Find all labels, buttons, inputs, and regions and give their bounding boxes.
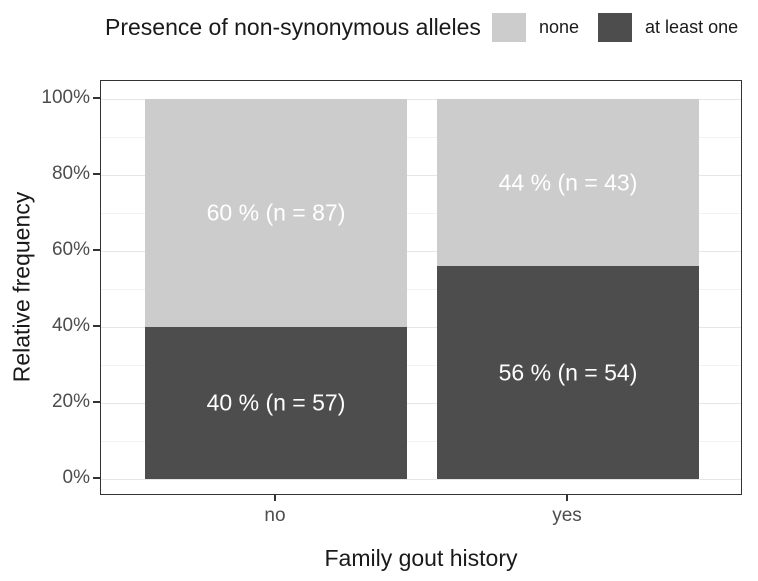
- grid-line-minor: [101, 365, 741, 366]
- y-tick-mark: [93, 173, 100, 175]
- x-tick-label-no: no: [264, 505, 286, 526]
- chart-legend: Presence of non-synonymous alleles none a…: [0, 0, 758, 58]
- y-tick-mark: [93, 401, 100, 403]
- y-tick-label: 100%: [41, 87, 90, 108]
- bar-segment-yes-at-least-one: [437, 266, 699, 479]
- legend-items: none at least one: [492, 13, 757, 42]
- grid-line-major: [101, 479, 741, 480]
- grid-line-minor: [101, 137, 741, 138]
- y-tick-mark: [93, 249, 100, 251]
- y-axis-title: Relative frequency: [8, 191, 35, 383]
- chart-panel: 40 % (n = 57) 60 % (n = 87) 56 % (n = 54) 4…: [100, 80, 742, 495]
- y-tick-label: 60%: [51, 239, 90, 260]
- x-tick-label-yes: yes: [552, 505, 582, 526]
- bar-segment-label: 60 % (n = 87): [206, 199, 346, 226]
- grid-line-major: [101, 403, 741, 404]
- bar-segment-label: 44 % (n = 43): [498, 169, 638, 196]
- y-tick-label: 0%: [62, 467, 90, 488]
- y-tick-mark: [93, 477, 100, 479]
- y-tick-mark: [93, 97, 100, 99]
- x-axis-title: Family gout history: [324, 545, 518, 571]
- bar-segment-label: 56 % (n = 54): [498, 359, 638, 386]
- grid-line-minor: [101, 213, 741, 214]
- grid-line-major: [101, 327, 741, 328]
- grid-line-minor: [101, 441, 741, 442]
- legend-swatch-none: [492, 13, 526, 42]
- x-tick-mark: [566, 495, 568, 501]
- legend-label-none: none: [539, 17, 580, 37]
- grid-line-minor: [101, 289, 741, 290]
- y-tick-label: 20%: [51, 391, 90, 412]
- bar-segment-no-none: [145, 99, 407, 327]
- bar-segment-label: 40 % (n = 57): [206, 389, 346, 416]
- grid-line-major: [101, 251, 741, 252]
- grid-line-major: [101, 99, 741, 100]
- bar-segment-no-at-least-one: [145, 327, 407, 479]
- grid-line-major: [101, 175, 741, 176]
- legend-swatch-at-least-one: [598, 13, 633, 42]
- y-tick-label: 80%: [51, 163, 90, 184]
- x-tick-mark: [274, 495, 276, 501]
- legend-label-at-least-one: at least one: [645, 17, 739, 37]
- y-tick-mark: [93, 325, 100, 327]
- legend-title: Presence of non-synonymous alleles: [105, 14, 481, 40]
- bar-segment-yes-none: [437, 99, 699, 267]
- y-tick-label: 40%: [51, 315, 90, 336]
